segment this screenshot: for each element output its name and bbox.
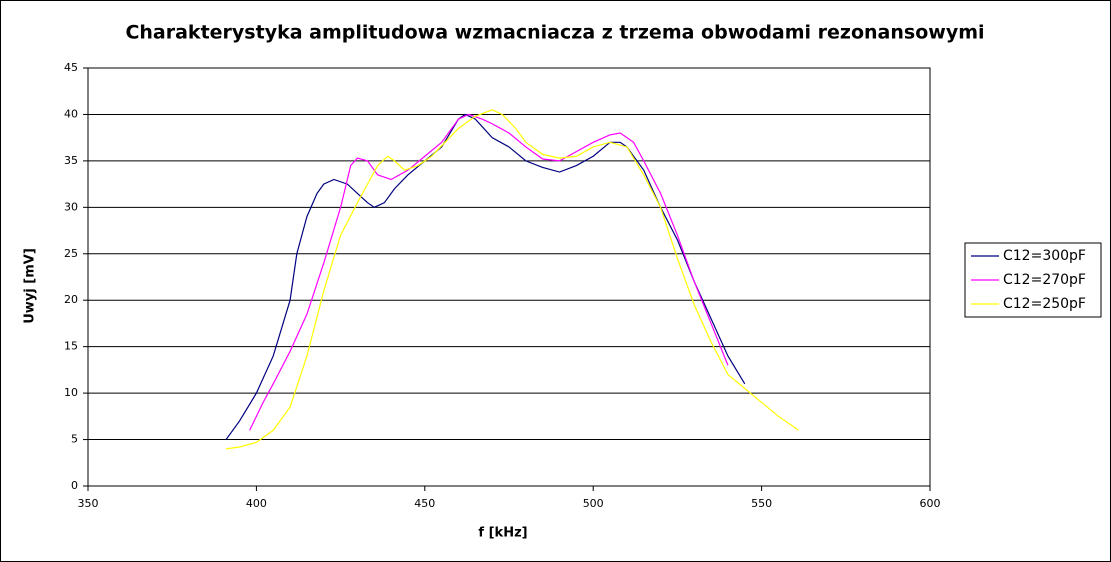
x-tick-label: 450 — [414, 497, 435, 510]
x-tick-label: 500 — [583, 497, 604, 510]
y-tick-label: 40 — [64, 107, 78, 120]
x-axis-label: f [kHz] — [478, 526, 527, 541]
x-tick-label: 550 — [751, 497, 772, 510]
y-tick-label: 35 — [64, 154, 78, 167]
y-axis-label: Uwyj [mV] — [23, 248, 38, 324]
y-tick-label: 5 — [71, 433, 78, 446]
x-tick-label: 400 — [246, 497, 267, 510]
y-tick-label: 15 — [64, 340, 78, 353]
legend-label: C12=250pF — [1003, 296, 1086, 312]
chart-title: Charakterystyka amplitudowa wzmacniacza … — [125, 22, 984, 44]
legend-label: C12=270pF — [1003, 272, 1086, 288]
legend-label: C12=300pF — [1003, 248, 1086, 264]
y-tick-label: 25 — [64, 247, 78, 260]
y-tick-label: 0 — [71, 479, 78, 492]
x-tick-label: 350 — [78, 497, 99, 510]
y-tick-label: 10 — [64, 386, 78, 399]
series-line — [226, 109, 799, 450]
x-tick-label: 600 — [920, 497, 941, 510]
y-tick-label: 20 — [64, 293, 78, 306]
y-tick-label: 30 — [64, 200, 78, 213]
y-tick-label: 45 — [64, 61, 78, 74]
plot-area — [87, 67, 931, 487]
